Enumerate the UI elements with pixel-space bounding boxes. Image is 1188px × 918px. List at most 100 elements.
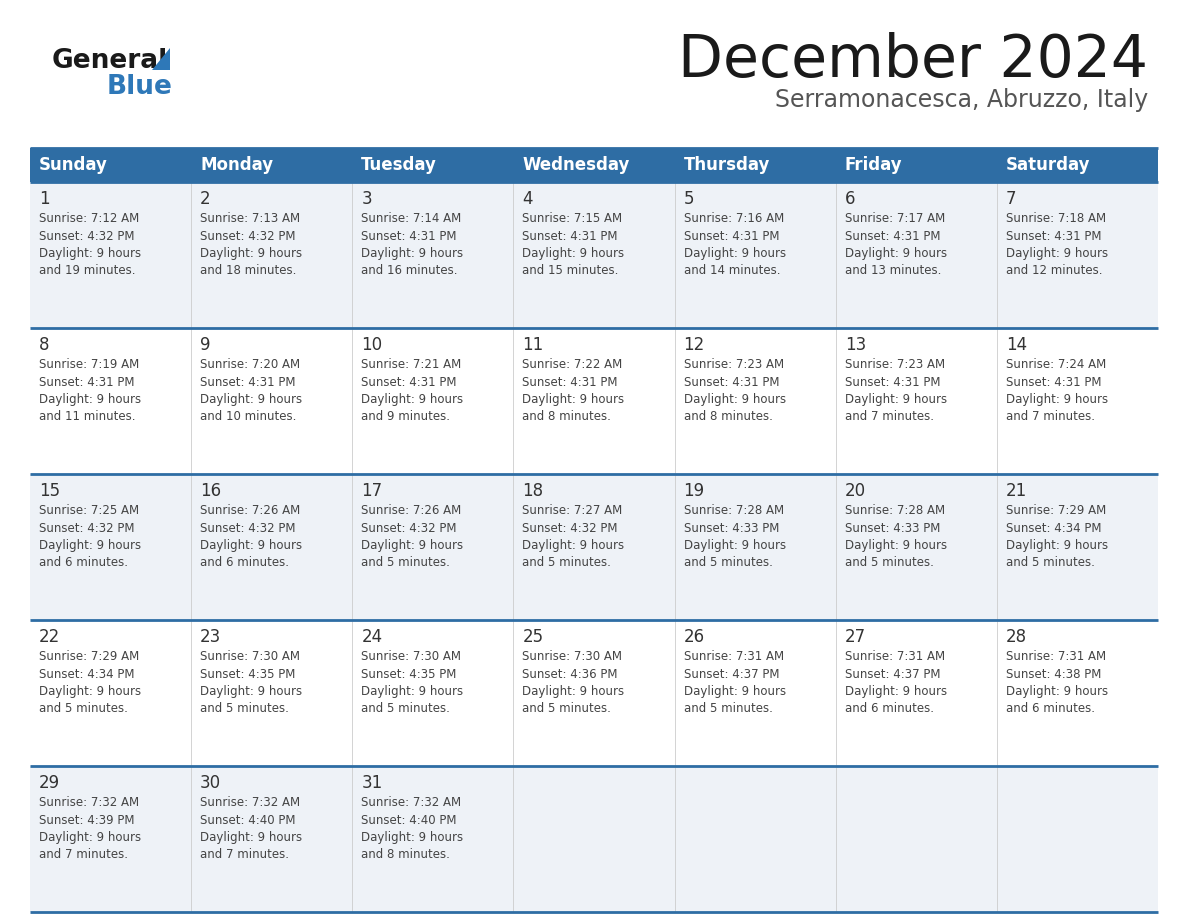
Text: 17: 17	[361, 482, 383, 500]
Text: Serramonacesca, Abruzzo, Italy: Serramonacesca, Abruzzo, Italy	[775, 88, 1148, 112]
Text: Friday: Friday	[845, 156, 903, 174]
Bar	[353, 474, 513, 620]
Text: Sunrise: 7:27 AM
Sunset: 4:32 PM
Daylight: 9 hours
and 5 minutes.: Sunrise: 7:27 AM Sunset: 4:32 PM Dayligh…	[523, 504, 625, 569]
Polygon shape	[152, 48, 170, 70]
Text: Sunrise: 7:32 AM
Sunset: 4:40 PM
Daylight: 9 hours
and 7 minutes.: Sunrise: 7:32 AM Sunset: 4:40 PM Dayligh…	[200, 796, 302, 861]
Text: Sunrise: 7:28 AM
Sunset: 4:33 PM
Daylight: 9 hours
and 5 minutes.: Sunrise: 7:28 AM Sunset: 4:33 PM Dayligh…	[845, 504, 947, 569]
Bar	[513, 620, 675, 766]
Text: 25: 25	[523, 628, 544, 646]
Text: Sunrise: 7:13 AM
Sunset: 4:32 PM
Daylight: 9 hours
and 18 minutes.: Sunrise: 7:13 AM Sunset: 4:32 PM Dayligh…	[200, 212, 302, 277]
Text: Sunrise: 7:26 AM
Sunset: 4:32 PM
Daylight: 9 hours
and 6 minutes.: Sunrise: 7:26 AM Sunset: 4:32 PM Dayligh…	[200, 504, 302, 569]
Text: Sunrise: 7:28 AM
Sunset: 4:33 PM
Daylight: 9 hours
and 5 minutes.: Sunrise: 7:28 AM Sunset: 4:33 PM Dayligh…	[683, 504, 785, 569]
Bar	[675, 182, 835, 328]
Bar	[997, 328, 1158, 474]
Bar	[675, 766, 835, 912]
Text: 12: 12	[683, 336, 704, 354]
Text: 30: 30	[200, 774, 221, 792]
Text: 4: 4	[523, 190, 533, 208]
Text: 21: 21	[1006, 482, 1028, 500]
Text: Sunrise: 7:30 AM
Sunset: 4:36 PM
Daylight: 9 hours
and 5 minutes.: Sunrise: 7:30 AM Sunset: 4:36 PM Dayligh…	[523, 650, 625, 715]
Bar	[191, 148, 353, 182]
Text: Thursday: Thursday	[683, 156, 770, 174]
Text: 20: 20	[845, 482, 866, 500]
Text: Sunrise: 7:20 AM
Sunset: 4:31 PM
Daylight: 9 hours
and 10 minutes.: Sunrise: 7:20 AM Sunset: 4:31 PM Dayligh…	[200, 358, 302, 423]
Bar	[191, 620, 353, 766]
Text: Sunrise: 7:30 AM
Sunset: 4:35 PM
Daylight: 9 hours
and 5 minutes.: Sunrise: 7:30 AM Sunset: 4:35 PM Dayligh…	[200, 650, 302, 715]
Text: Sunrise: 7:23 AM
Sunset: 4:31 PM
Daylight: 9 hours
and 8 minutes.: Sunrise: 7:23 AM Sunset: 4:31 PM Dayligh…	[683, 358, 785, 423]
Bar	[835, 182, 997, 328]
Text: Sunrise: 7:22 AM
Sunset: 4:31 PM
Daylight: 9 hours
and 8 minutes.: Sunrise: 7:22 AM Sunset: 4:31 PM Dayligh…	[523, 358, 625, 423]
Bar	[835, 766, 997, 912]
Text: 24: 24	[361, 628, 383, 646]
Text: 19: 19	[683, 482, 704, 500]
Text: Sunrise: 7:18 AM
Sunset: 4:31 PM
Daylight: 9 hours
and 12 minutes.: Sunrise: 7:18 AM Sunset: 4:31 PM Dayligh…	[1006, 212, 1108, 277]
Bar	[30, 620, 191, 766]
Text: 3: 3	[361, 190, 372, 208]
Bar	[353, 148, 513, 182]
Bar	[513, 182, 675, 328]
Text: 26: 26	[683, 628, 704, 646]
Bar	[191, 328, 353, 474]
Text: 16: 16	[200, 482, 221, 500]
Bar	[997, 766, 1158, 912]
Text: Sunrise: 7:29 AM
Sunset: 4:34 PM
Daylight: 9 hours
and 5 minutes.: Sunrise: 7:29 AM Sunset: 4:34 PM Dayligh…	[39, 650, 141, 715]
Text: Sunrise: 7:31 AM
Sunset: 4:37 PM
Daylight: 9 hours
and 5 minutes.: Sunrise: 7:31 AM Sunset: 4:37 PM Dayligh…	[683, 650, 785, 715]
Bar	[30, 766, 191, 912]
Text: Sunrise: 7:15 AM
Sunset: 4:31 PM
Daylight: 9 hours
and 15 minutes.: Sunrise: 7:15 AM Sunset: 4:31 PM Dayligh…	[523, 212, 625, 277]
Text: 14: 14	[1006, 336, 1026, 354]
Text: Sunrise: 7:21 AM
Sunset: 4:31 PM
Daylight: 9 hours
and 9 minutes.: Sunrise: 7:21 AM Sunset: 4:31 PM Dayligh…	[361, 358, 463, 423]
Bar	[835, 620, 997, 766]
Bar	[513, 766, 675, 912]
Text: 7: 7	[1006, 190, 1017, 208]
Text: Blue: Blue	[107, 74, 173, 100]
Text: Sunrise: 7:23 AM
Sunset: 4:31 PM
Daylight: 9 hours
and 7 minutes.: Sunrise: 7:23 AM Sunset: 4:31 PM Dayligh…	[845, 358, 947, 423]
Text: 8: 8	[39, 336, 50, 354]
Text: Sunday: Sunday	[39, 156, 108, 174]
Text: 10: 10	[361, 336, 383, 354]
Text: Saturday: Saturday	[1006, 156, 1091, 174]
Text: 27: 27	[845, 628, 866, 646]
Text: Sunrise: 7:32 AM
Sunset: 4:39 PM
Daylight: 9 hours
and 7 minutes.: Sunrise: 7:32 AM Sunset: 4:39 PM Dayligh…	[39, 796, 141, 861]
Bar	[675, 620, 835, 766]
Text: 15: 15	[39, 482, 61, 500]
Bar	[353, 182, 513, 328]
Bar	[997, 182, 1158, 328]
Text: 2: 2	[200, 190, 210, 208]
Text: 29: 29	[39, 774, 61, 792]
Text: Sunrise: 7:25 AM
Sunset: 4:32 PM
Daylight: 9 hours
and 6 minutes.: Sunrise: 7:25 AM Sunset: 4:32 PM Dayligh…	[39, 504, 141, 569]
Bar	[675, 474, 835, 620]
Bar	[513, 328, 675, 474]
Text: 28: 28	[1006, 628, 1026, 646]
Text: Tuesday: Tuesday	[361, 156, 437, 174]
Text: Sunrise: 7:14 AM
Sunset: 4:31 PM
Daylight: 9 hours
and 16 minutes.: Sunrise: 7:14 AM Sunset: 4:31 PM Dayligh…	[361, 212, 463, 277]
Bar	[30, 328, 191, 474]
Bar	[997, 620, 1158, 766]
Bar	[513, 148, 675, 182]
Text: Sunrise: 7:17 AM
Sunset: 4:31 PM
Daylight: 9 hours
and 13 minutes.: Sunrise: 7:17 AM Sunset: 4:31 PM Dayligh…	[845, 212, 947, 277]
Text: Sunrise: 7:31 AM
Sunset: 4:38 PM
Daylight: 9 hours
and 6 minutes.: Sunrise: 7:31 AM Sunset: 4:38 PM Dayligh…	[1006, 650, 1108, 715]
Text: 11: 11	[523, 336, 544, 354]
Text: Sunrise: 7:30 AM
Sunset: 4:35 PM
Daylight: 9 hours
and 5 minutes.: Sunrise: 7:30 AM Sunset: 4:35 PM Dayligh…	[361, 650, 463, 715]
Bar	[835, 474, 997, 620]
Text: Sunrise: 7:31 AM
Sunset: 4:37 PM
Daylight: 9 hours
and 6 minutes.: Sunrise: 7:31 AM Sunset: 4:37 PM Dayligh…	[845, 650, 947, 715]
Text: December 2024: December 2024	[678, 32, 1148, 89]
Text: Sunrise: 7:16 AM
Sunset: 4:31 PM
Daylight: 9 hours
and 14 minutes.: Sunrise: 7:16 AM Sunset: 4:31 PM Dayligh…	[683, 212, 785, 277]
Bar	[675, 148, 835, 182]
Bar	[30, 182, 191, 328]
Bar	[835, 328, 997, 474]
Bar	[30, 148, 191, 182]
Bar	[191, 182, 353, 328]
Bar	[353, 620, 513, 766]
Text: Wednesday: Wednesday	[523, 156, 630, 174]
Bar	[835, 148, 997, 182]
Bar	[353, 328, 513, 474]
Bar	[997, 148, 1158, 182]
Text: Sunrise: 7:29 AM
Sunset: 4:34 PM
Daylight: 9 hours
and 5 minutes.: Sunrise: 7:29 AM Sunset: 4:34 PM Dayligh…	[1006, 504, 1108, 569]
Text: 31: 31	[361, 774, 383, 792]
Text: Sunrise: 7:24 AM
Sunset: 4:31 PM
Daylight: 9 hours
and 7 minutes.: Sunrise: 7:24 AM Sunset: 4:31 PM Dayligh…	[1006, 358, 1108, 423]
Text: Sunrise: 7:12 AM
Sunset: 4:32 PM
Daylight: 9 hours
and 19 minutes.: Sunrise: 7:12 AM Sunset: 4:32 PM Dayligh…	[39, 212, 141, 277]
Text: Monday: Monday	[200, 156, 273, 174]
Bar	[30, 474, 191, 620]
Bar	[513, 474, 675, 620]
Text: 13: 13	[845, 336, 866, 354]
